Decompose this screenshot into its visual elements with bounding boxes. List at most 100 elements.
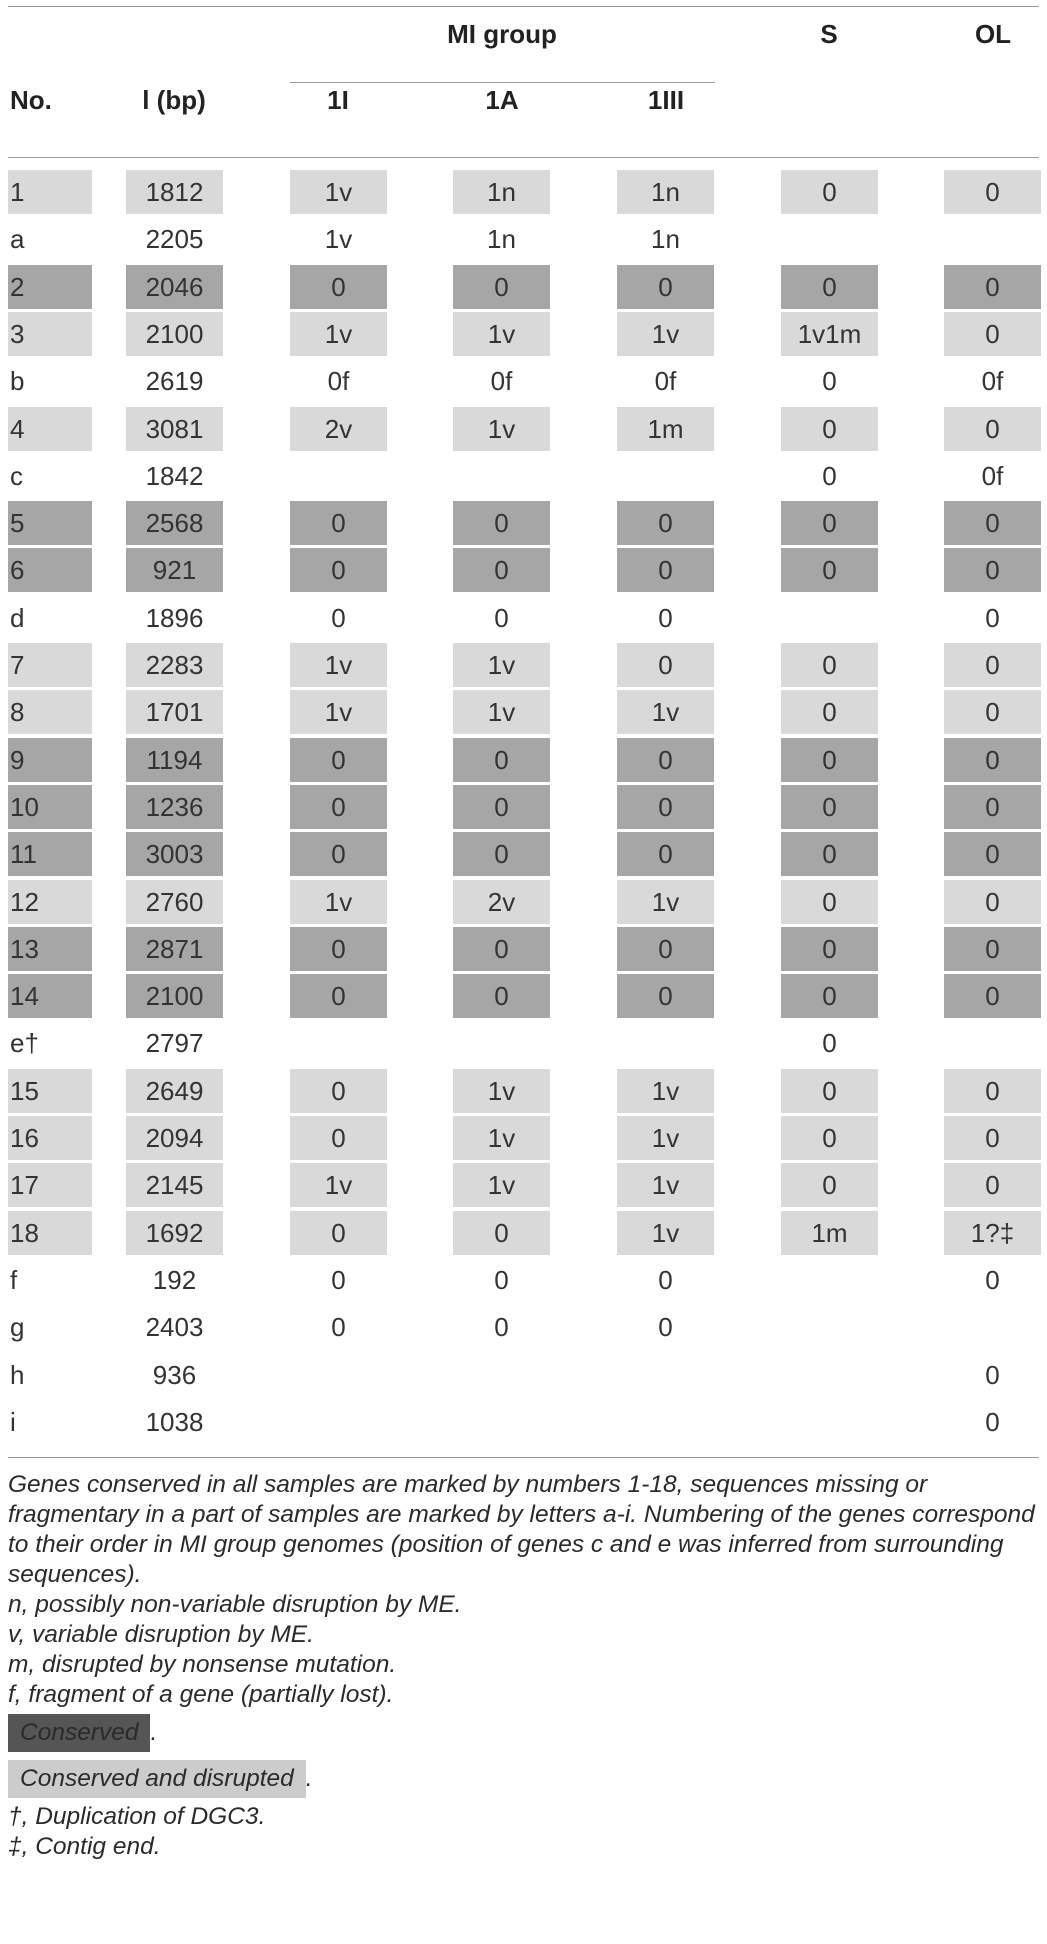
value-1i-cell: 1v [290, 690, 387, 734]
value-1i-cell: 0 [290, 927, 387, 971]
value-ol-cell [944, 217, 1041, 261]
value-1a-cell: 2v [453, 880, 550, 924]
value-1a-cell: 1v [453, 643, 550, 687]
value-1i-cell: 0 [331, 1311, 346, 1342]
value-1a-cell: 0 [453, 974, 550, 1018]
gene-number-cell: 9 [8, 738, 92, 782]
value-ol-cell: 0 [944, 832, 1041, 876]
legend-conserved: Conserved. [8, 1714, 1043, 1752]
value-ol-cell: 0f [981, 460, 1004, 491]
value-1a-cell: 0f [490, 365, 513, 396]
value-1i-cell: 0f [327, 365, 350, 396]
footnote-ddagger: ‡, Contig end. [8, 1833, 161, 1860]
gene-length-cell: 2568 [126, 501, 223, 545]
value-1iii-cell: 0f [654, 365, 677, 396]
value-s-cell [781, 1400, 878, 1444]
value-s-cell [781, 596, 878, 640]
gene-length-cell: 2100 [126, 974, 223, 1018]
value-ol-cell: 0 [944, 1116, 1041, 1160]
value-s-cell: 0 [781, 501, 878, 545]
value-s-cell: 0 [781, 1069, 878, 1113]
value-1iii-cell: 0 [617, 548, 714, 592]
gene-length-cell: 2094 [126, 1116, 223, 1160]
value-s-cell: 0 [781, 974, 878, 1018]
gene-length-cell: 1812 [126, 170, 223, 214]
value-1iii-cell: 1v [617, 312, 714, 356]
value-1iii-cell [617, 1021, 714, 1065]
value-1iii-cell: 1v [617, 1116, 714, 1160]
value-1a-cell: 0 [453, 832, 550, 876]
gene-length-cell: 1236 [126, 785, 223, 829]
value-s-cell: 0 [781, 170, 878, 214]
gene-number-cell: 18 [8, 1211, 92, 1255]
value-1a-cell: 1v [453, 1069, 550, 1113]
value-1iii-cell [617, 454, 714, 498]
gene-number-cell: 12 [8, 880, 92, 924]
gene-length-cell: 2046 [126, 265, 223, 309]
footnote-n: n, possibly non-variable disruption by M… [8, 1591, 462, 1618]
value-1a-cell: 0 [453, 501, 550, 545]
value-1iii-cell: 1v [617, 1069, 714, 1113]
value-ol-cell: 1?‡ [944, 1211, 1041, 1255]
value-ol-cell [944, 1305, 1041, 1349]
col-header-no: No. [10, 85, 52, 115]
value-1iii-cell: 0 [617, 927, 714, 971]
value-1a-cell: 1v [453, 407, 550, 451]
value-ol-cell: 0 [944, 880, 1041, 924]
gene-number-cell: 10 [8, 785, 92, 829]
table-footnotes: Genes conserved in all samples are marke… [8, 1470, 1043, 1862]
gene-number-cell: 13 [8, 927, 92, 971]
value-s-cell: 0 [781, 927, 878, 971]
col-header-1a: 1A [485, 85, 519, 115]
value-s-cell: 0 [781, 1116, 878, 1160]
value-1i-cell: 1v [290, 170, 387, 214]
value-s-cell: 0 [781, 1163, 878, 1207]
value-1i-cell: 0 [290, 548, 387, 592]
value-1i-cell: 0 [290, 1211, 387, 1255]
value-1i-cell: 1v [324, 223, 353, 254]
gene-length-cell: 936 [152, 1359, 197, 1390]
value-1iii-cell [617, 1400, 714, 1444]
gene-number-cell: a [10, 223, 25, 254]
footnote-v: v, variable disruption by ME. [8, 1621, 314, 1648]
gene-number-cell: g [10, 1311, 25, 1342]
gene-length-cell: 1842 [145, 460, 204, 491]
value-ol-cell: 0 [985, 1264, 1000, 1295]
legend-conserved-swatch: Conserved [8, 1714, 151, 1752]
value-1a-cell: 0 [453, 548, 550, 592]
value-ol-cell: 0 [944, 690, 1041, 734]
value-1i-cell: 0 [290, 785, 387, 829]
gene-number-cell: 2 [8, 265, 92, 309]
value-s-cell: 0 [781, 407, 878, 451]
gene-number-cell: 17 [8, 1163, 92, 1207]
footnote-intro: Genes conserved in all samples are marke… [8, 1471, 1035, 1588]
value-1i-cell: 1v [290, 1163, 387, 1207]
value-ol-cell: 0 [944, 1163, 1041, 1207]
value-1iii-cell: 0 [617, 265, 714, 309]
gene-length-cell: 2619 [145, 365, 204, 396]
value-1iii-cell: 1n [651, 223, 680, 254]
value-1a-cell: 1v [453, 1116, 550, 1160]
value-s-cell: 0 [781, 643, 878, 687]
value-s-cell: 0 [822, 1027, 837, 1058]
value-1iii-cell: 0 [617, 501, 714, 545]
value-1iii-cell: 0 [617, 738, 714, 782]
value-ol-cell: 0 [944, 643, 1041, 687]
gene-length-cell: 2797 [145, 1027, 204, 1058]
col-header-1iii: 1III [647, 85, 685, 115]
gene-number-cell: i [10, 1406, 16, 1437]
gene-length-cell: 3081 [126, 407, 223, 451]
legend-period: . [305, 1765, 313, 1792]
value-1i-cell [290, 1353, 387, 1397]
value-1i-cell [290, 1400, 387, 1444]
value-1i-cell: 1v [290, 880, 387, 924]
gene-number-cell: 11 [8, 832, 92, 876]
value-1iii-cell: 0 [658, 1264, 673, 1295]
value-1a-cell [453, 1021, 550, 1065]
value-s-cell: 1m [781, 1211, 878, 1255]
value-1a-cell: 0 [453, 785, 550, 829]
value-s-cell: 0 [781, 880, 878, 924]
gene-number-cell: 3 [8, 312, 92, 356]
value-1i-cell [290, 454, 387, 498]
